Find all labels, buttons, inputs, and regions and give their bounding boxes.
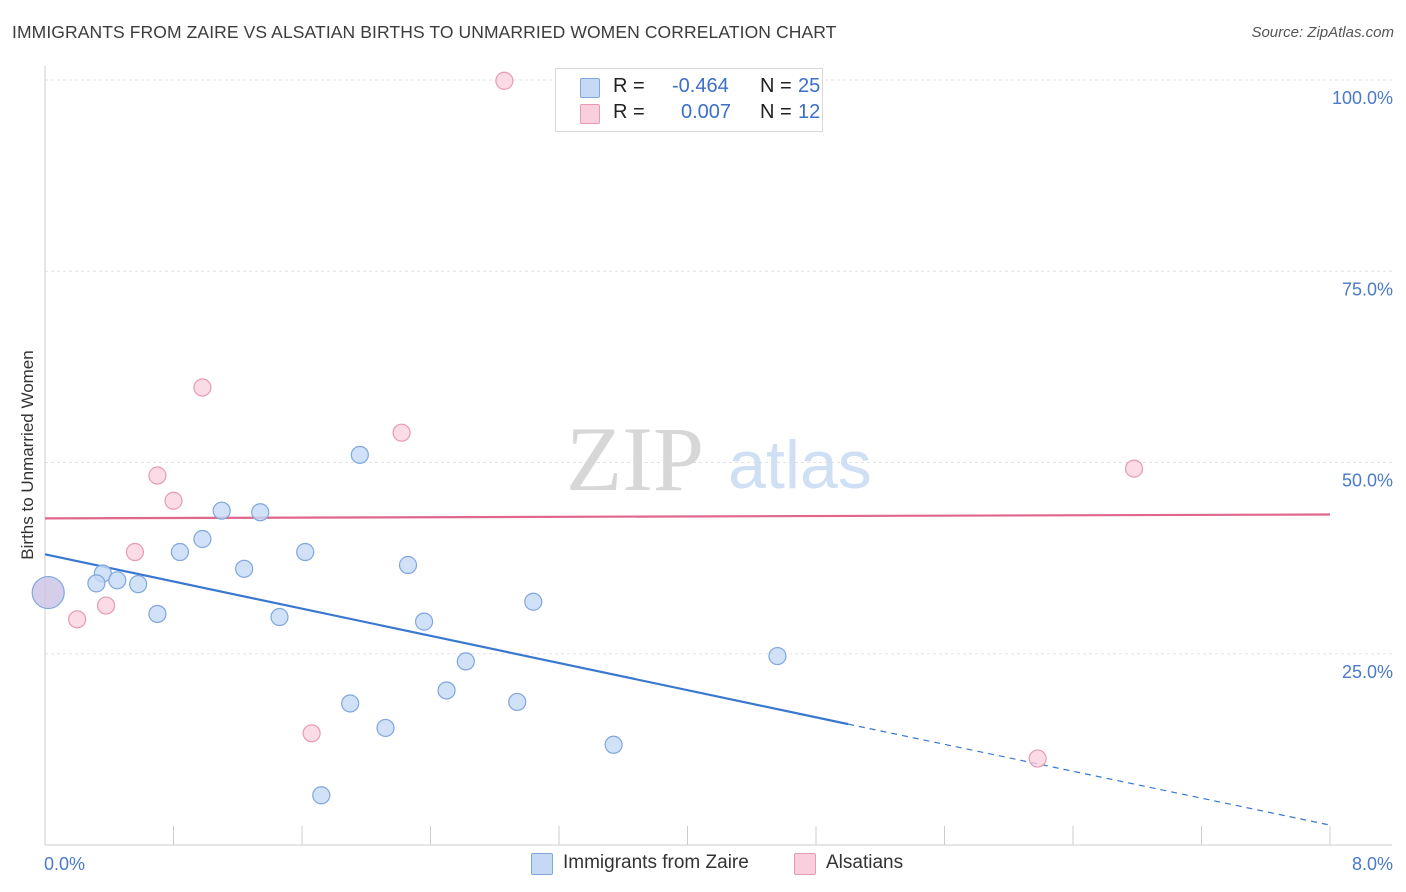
zaire-trend-line <box>44 553 849 726</box>
zaire-point <box>437 681 456 700</box>
watermark: ZIP atlas <box>566 408 872 510</box>
zaire-point <box>508 692 527 712</box>
chart-title: IMMIGRANTS FROM ZAIRE VS ALSATIAN BIRTHS… <box>12 22 837 42</box>
zaire-point <box>456 652 475 671</box>
alsatian-point <box>495 71 514 90</box>
r-label: R = <box>613 75 645 97</box>
zaire-point <box>193 529 212 549</box>
zaire-point <box>108 571 127 590</box>
zaire-point <box>312 786 331 805</box>
zaire-point <box>148 604 167 624</box>
alsatian-swatch-icon <box>794 853 816 875</box>
y-tick-label: 75.0% <box>1342 279 1393 299</box>
alsatian-point <box>1124 459 1144 478</box>
zaire-point <box>604 735 623 754</box>
zaire-point <box>296 542 315 562</box>
zaire-point <box>414 612 434 631</box>
n-label: N = <box>760 101 792 123</box>
zaire-point <box>768 646 787 666</box>
alsatian-swatch-icon <box>580 104 600 124</box>
alsatian-point <box>125 542 145 562</box>
legend-label: Alsatians <box>826 852 904 873</box>
r-label: R = <box>613 101 645 123</box>
alsatian-trend-line <box>44 513 1331 520</box>
zaire-point <box>212 501 231 520</box>
zaire-point <box>235 559 254 578</box>
trend-lines <box>44 513 1331 826</box>
zaire-point <box>251 503 270 522</box>
zaire-swatch-icon <box>580 78 600 98</box>
axes <box>44 66 1392 846</box>
alsatian-point <box>1028 749 1047 768</box>
alsatian-point <box>148 466 167 485</box>
legend-label: Immigrants from Zaire <box>563 852 749 873</box>
x-tick-label: 8.0% <box>1352 854 1393 874</box>
zaire-point <box>341 694 360 713</box>
alsatian-point <box>193 378 212 397</box>
n-label: N = <box>760 75 792 97</box>
data-points <box>31 71 1144 805</box>
zaire-point <box>270 607 289 627</box>
stats-legend: R = -0.464 N = 25 R = 0.007 N = 12 <box>555 68 823 132</box>
alsatian-point <box>68 610 87 629</box>
watermark-atlas: atlas <box>728 427 872 503</box>
alsatian-point <box>164 491 183 510</box>
watermark-zip: ZIP <box>566 408 704 510</box>
zaire-point <box>376 718 395 738</box>
zaire-point <box>350 445 369 464</box>
zaire-point <box>398 555 418 575</box>
zaire-point <box>170 542 190 562</box>
alsatian-point <box>302 724 321 743</box>
zaire-swatch-icon <box>531 853 553 875</box>
zaire-trend-extension <box>848 723 1331 826</box>
source-label: Source: ZipAtlas.com <box>1251 24 1394 41</box>
n-value: 12 <box>798 101 821 123</box>
y-axis-label: Births to Unmarried Women <box>18 350 37 559</box>
r-value: 0.007 <box>681 101 732 123</box>
zaire-point <box>87 574 106 593</box>
zaire-point <box>31 575 65 610</box>
y-tick-label: 100.0% <box>1332 88 1393 108</box>
tick-labels: 25.0% 50.0% 75.0% 100.0% 0.0% 8.0% <box>44 88 1393 874</box>
r-value: -0.464 <box>672 75 729 97</box>
x-tick-label: 0.0% <box>44 854 85 874</box>
grid-lines <box>45 79 1392 655</box>
y-tick-label: 25.0% <box>1342 662 1393 682</box>
alsatian-point <box>96 596 116 615</box>
alsatian-point <box>392 423 411 442</box>
zaire-point <box>129 575 148 594</box>
y-tick-label: 50.0% <box>1342 471 1393 491</box>
n-value: 25 <box>798 75 821 97</box>
zaire-point <box>524 592 543 611</box>
